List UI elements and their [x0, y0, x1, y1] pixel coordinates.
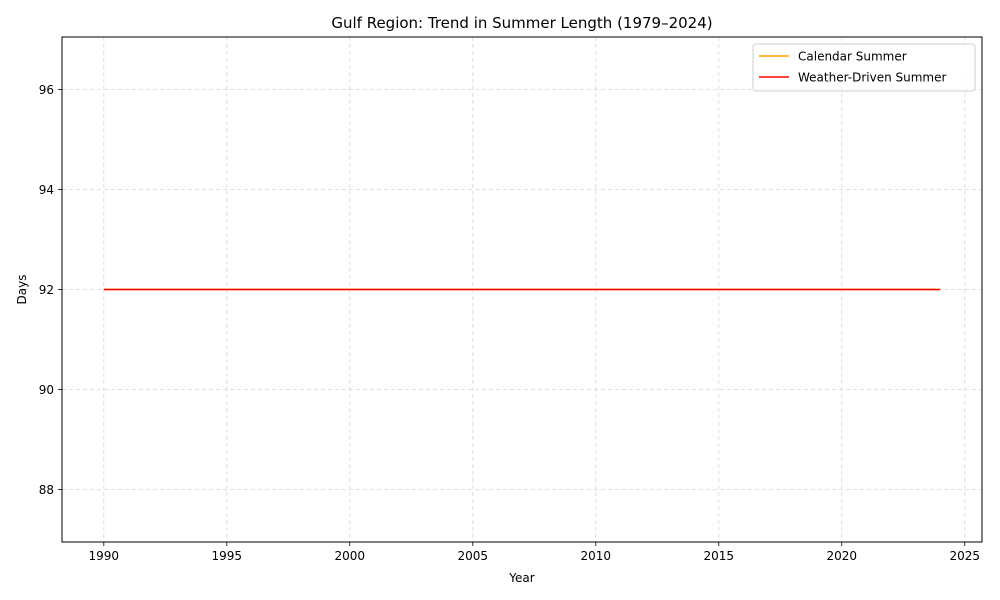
legend: Calendar Summer Weather-Driven Summer: [752, 43, 976, 92]
y-tick-label: 90: [39, 383, 54, 397]
x-tick-label: 2025: [950, 549, 981, 563]
x-tick-label: 1990: [89, 549, 120, 563]
x-axis-ticks: 1990 1995 2000 2005 2010 2015 2020 2025: [89, 542, 981, 563]
x-tick-label: 2020: [827, 549, 858, 563]
legend-label-weather-driven-summer: Weather-Driven Summer: [798, 71, 946, 85]
legend-label-calendar-summer: Calendar Summer: [798, 50, 907, 64]
x-tick-label: 2010: [581, 549, 612, 563]
legend-box: [752, 43, 976, 92]
y-tick-label: 94: [39, 183, 54, 197]
chart-title: Gulf Region: Trend in Summer Length (197…: [331, 14, 712, 32]
y-tick-label: 92: [39, 283, 54, 297]
x-tick-label: 2000: [335, 549, 366, 563]
y-axis-label: Days: [15, 275, 29, 305]
x-tick-label: 2005: [458, 549, 489, 563]
y-tick-label: 88: [39, 483, 54, 497]
x-axis-label: Year: [508, 571, 534, 585]
x-tick-label: 2015: [704, 549, 735, 563]
y-tick-label: 96: [39, 83, 54, 97]
x-tick-label: 1995: [212, 549, 243, 563]
y-axis-ticks: 88 90 92 94 96: [39, 83, 62, 497]
